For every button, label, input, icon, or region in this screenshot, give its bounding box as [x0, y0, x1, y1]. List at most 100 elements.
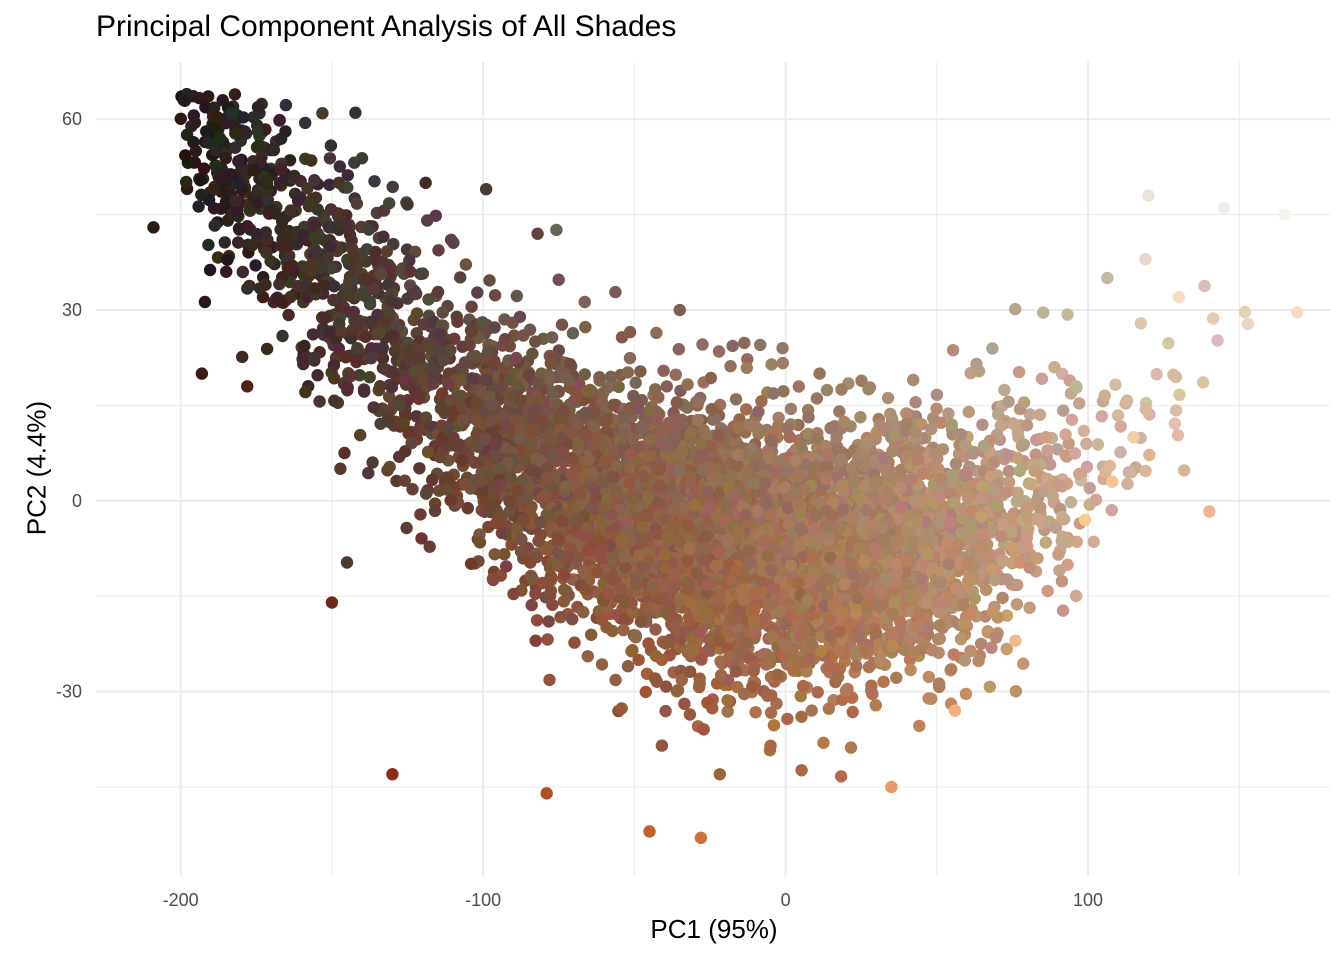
data-point [582, 452, 596, 466]
data-point [313, 395, 326, 408]
data-point [557, 583, 571, 596]
data-point [179, 149, 192, 162]
data-point [365, 342, 378, 355]
data-point [463, 339, 476, 352]
data-point [574, 487, 587, 500]
data-point [398, 474, 411, 487]
data-point [579, 583, 592, 596]
data-point [476, 316, 489, 329]
data-point [488, 355, 501, 368]
data-point [846, 705, 859, 719]
data-point [612, 380, 625, 394]
data-point [185, 120, 198, 133]
data-point [568, 636, 581, 649]
data-point [298, 229, 311, 242]
data-point [877, 675, 890, 688]
data-point [221, 253, 234, 266]
data-point [275, 295, 288, 309]
data-point [340, 556, 354, 569]
data-point [273, 113, 286, 127]
data-point [276, 215, 289, 228]
data-point [652, 391, 665, 404]
data-point [862, 660, 876, 674]
data-point [383, 390, 396, 403]
data-point [371, 308, 384, 321]
data-point [542, 615, 555, 628]
data-point [578, 295, 591, 309]
data-point [327, 280, 341, 293]
data-point [323, 178, 336, 191]
data-point [619, 595, 632, 608]
data-point [632, 653, 645, 667]
data-point [678, 697, 691, 710]
data-point [385, 294, 398, 307]
data-point [513, 432, 526, 445]
data-point [493, 462, 506, 475]
data-point [200, 125, 213, 138]
data-point [324, 139, 338, 152]
data-point [249, 259, 262, 272]
data-point [383, 460, 396, 474]
data-point [402, 427, 415, 440]
data-point [211, 251, 225, 264]
data-point [340, 288, 353, 301]
data-point [530, 550, 544, 564]
data-point [203, 263, 217, 277]
data-point [442, 422, 455, 436]
data-point [267, 143, 281, 157]
data-point [194, 174, 207, 187]
data-point [380, 245, 393, 258]
data-point [436, 387, 449, 400]
data-point [724, 360, 737, 373]
data-point [976, 418, 989, 431]
data-point [517, 514, 530, 527]
data-point [274, 162, 288, 176]
data-point [415, 532, 428, 545]
data-point [642, 637, 655, 650]
data-point [423, 540, 436, 553]
data-point [403, 254, 416, 267]
data-point [507, 587, 520, 601]
data-point [486, 572, 500, 586]
data-point [388, 344, 402, 358]
data-point [541, 633, 554, 646]
data-point [442, 377, 455, 390]
data-point [614, 581, 627, 595]
data-point [669, 368, 682, 381]
data-point [474, 472, 488, 485]
data-point [740, 361, 753, 375]
data-point [621, 660, 635, 673]
data-point [618, 550, 631, 563]
data-point [623, 351, 637, 365]
data-point [844, 741, 858, 754]
data-point [683, 708, 697, 721]
data-point [503, 495, 516, 508]
data-point [322, 221, 336, 234]
data-point [410, 307, 424, 320]
data-point [585, 628, 598, 641]
data-point [659, 637, 672, 650]
data-point [327, 359, 341, 372]
data-point [648, 672, 662, 685]
data-point [621, 366, 635, 379]
data-point [311, 246, 324, 259]
data-point [408, 285, 422, 298]
data-point [259, 278, 272, 291]
data-point [422, 293, 435, 306]
data-point [754, 338, 767, 352]
data-point [659, 704, 672, 718]
data-point [209, 144, 222, 157]
data-point [657, 364, 670, 377]
data-point [465, 300, 478, 313]
data-point [465, 325, 478, 338]
data-point [515, 533, 528, 546]
data-point [738, 336, 751, 350]
data-point [442, 471, 455, 484]
data-point [609, 673, 622, 687]
data-point [429, 209, 442, 222]
data-point [617, 623, 630, 637]
data-point [510, 351, 523, 365]
data-point [555, 514, 568, 528]
data-point [199, 101, 212, 114]
data-point [483, 274, 496, 287]
